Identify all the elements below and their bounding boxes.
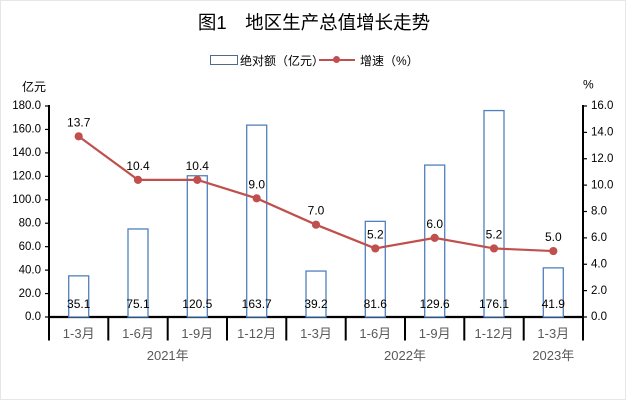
svg-text:%: % [583, 78, 594, 92]
svg-text:10.4: 10.4 [126, 159, 150, 173]
svg-text:8.0: 8.0 [591, 206, 607, 218]
svg-text:120.0: 120.0 [12, 171, 41, 183]
svg-text:亿元: 亿元 [22, 79, 46, 94]
svg-text:2.0: 2.0 [591, 285, 607, 297]
svg-text:39.2: 39.2 [304, 297, 328, 311]
svg-text:41.9: 41.9 [542, 297, 566, 311]
svg-text:0.0: 0.0 [591, 311, 607, 323]
svg-text:5.2: 5.2 [486, 227, 503, 241]
svg-text:35.1: 35.1 [67, 297, 91, 311]
svg-text:1-6月: 1-6月 [122, 326, 154, 341]
svg-text:140.0: 140.0 [12, 147, 41, 159]
svg-text:6.0: 6.0 [426, 217, 443, 231]
svg-text:6.0: 6.0 [591, 232, 607, 244]
svg-text:1-12月: 1-12月 [237, 326, 276, 341]
svg-text:180.0: 180.0 [12, 100, 41, 112]
svg-text:20.0: 20.0 [19, 288, 41, 300]
svg-text:12.0: 12.0 [591, 153, 613, 165]
svg-text:1-9月: 1-9月 [181, 326, 213, 341]
svg-text:1-3月: 1-3月 [300, 326, 332, 341]
svg-text:14.0: 14.0 [591, 127, 613, 139]
svg-text:81.6: 81.6 [364, 297, 388, 311]
svg-text:2022年: 2022年 [384, 348, 426, 363]
svg-text:5.0: 5.0 [545, 230, 562, 244]
svg-text:1-12月: 1-12月 [474, 326, 513, 341]
svg-text:129.6: 129.6 [420, 297, 450, 311]
svg-text:1-6月: 1-6月 [359, 326, 391, 341]
svg-text:2023年: 2023年 [532, 348, 574, 363]
svg-text:2021年: 2021年 [147, 348, 189, 363]
svg-text:40.0: 40.0 [19, 264, 41, 276]
svg-text:4.0: 4.0 [591, 258, 607, 270]
svg-text:5.2: 5.2 [367, 227, 384, 241]
svg-text:7.0: 7.0 [308, 204, 325, 218]
svg-text:1-3月: 1-3月 [63, 326, 95, 341]
svg-text:16.0: 16.0 [591, 100, 613, 112]
svg-text:1-9月: 1-9月 [419, 326, 451, 341]
svg-text:176.1: 176.1 [479, 297, 509, 311]
svg-text:120.5: 120.5 [182, 297, 212, 311]
svg-text:60.0: 60.0 [19, 241, 41, 253]
svg-text:9.0: 9.0 [248, 177, 265, 191]
svg-text:10.4: 10.4 [186, 159, 210, 173]
svg-text:0.0: 0.0 [25, 311, 41, 323]
svg-text:160.0: 160.0 [12, 124, 41, 136]
svg-text:100.0: 100.0 [12, 194, 41, 206]
svg-text:75.1: 75.1 [126, 297, 150, 311]
svg-text:10.0: 10.0 [591, 179, 613, 191]
svg-text:1-3月: 1-3月 [537, 326, 569, 341]
svg-text:13.7: 13.7 [67, 115, 91, 129]
svg-text:163.7: 163.7 [242, 297, 272, 311]
svg-text:80.0: 80.0 [19, 217, 41, 229]
